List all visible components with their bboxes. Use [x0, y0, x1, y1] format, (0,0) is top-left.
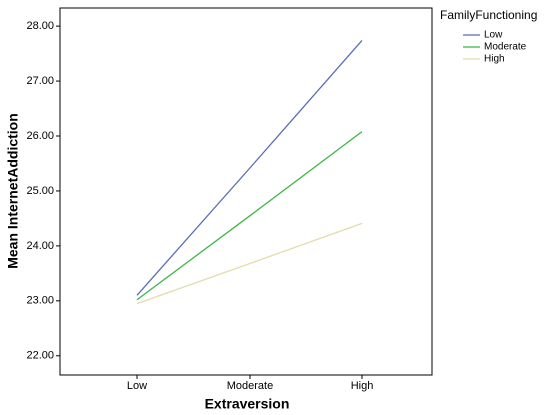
x-tick-label: Low — [127, 380, 147, 392]
legend-label: High — [484, 54, 505, 65]
y-tick-label: 23.00 — [26, 295, 54, 307]
y-tick-label: 28.00 — [26, 20, 54, 32]
x-tick-label: High — [351, 380, 374, 392]
series-line — [136, 222, 363, 305]
series-line — [136, 39, 363, 296]
y-tick-label: 25.00 — [26, 185, 54, 197]
legend-label: Low — [484, 30, 503, 41]
y-tick-label: 26.00 — [26, 130, 54, 142]
x-tick-label: Moderate — [227, 380, 273, 392]
y-tick-label: 24.00 — [26, 240, 54, 252]
plot-frame — [59, 7, 433, 376]
series-line — [136, 131, 363, 301]
y-tick-label: 27.00 — [26, 75, 54, 87]
legend-title: FamilyFunctioning — [440, 8, 537, 22]
legend-label: Moderate — [484, 42, 527, 53]
y-axis-title: Mean InternetAddiction — [5, 113, 21, 269]
y-tick-label: 22.00 — [26, 350, 54, 362]
x-axis-title: Extraversion — [205, 396, 290, 412]
